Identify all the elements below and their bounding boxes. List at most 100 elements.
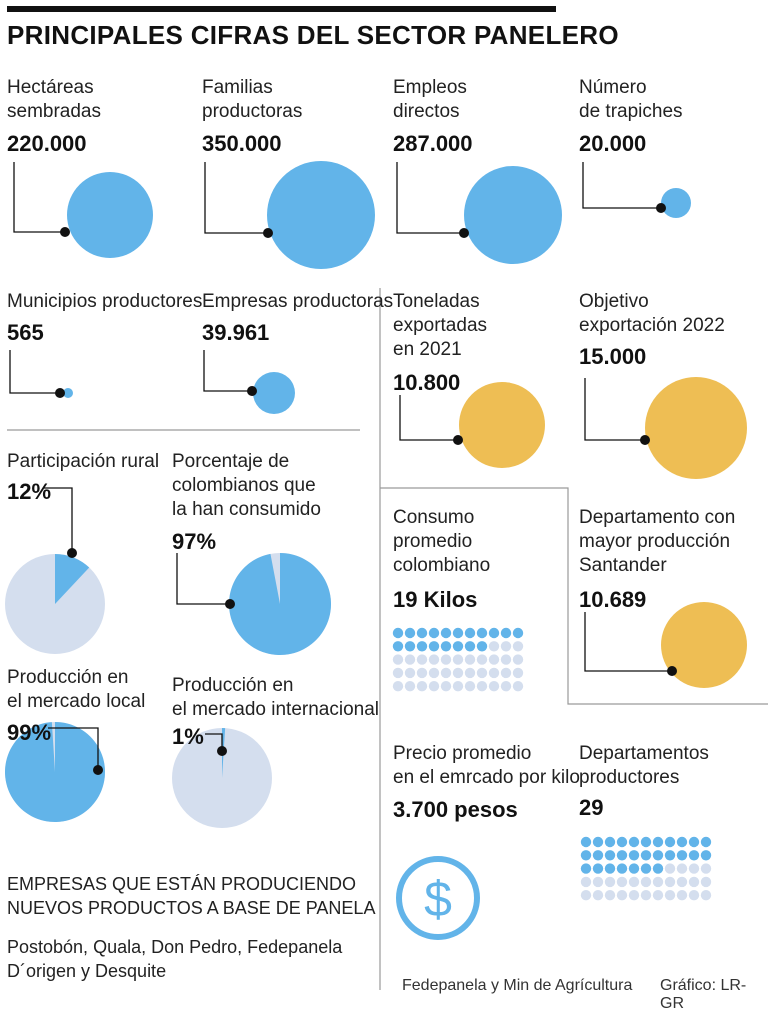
dot-hectareas (60, 227, 70, 237)
consumo-dot-13 (416, 641, 428, 652)
consumo-dot-29 (476, 654, 488, 665)
consumo-dot-51 (476, 681, 488, 692)
dot-empresas (247, 386, 257, 396)
stat-label-trapiches: Número de trapiches (579, 77, 683, 122)
consumo-dot-33 (392, 667, 404, 679)
circle-empresas (253, 372, 295, 414)
consumo-dot-34 (404, 667, 416, 679)
consumo-dot-12 (404, 641, 416, 652)
stat-value-toneladas: 10.800 (393, 370, 461, 395)
departamentos-dot-53 (688, 890, 700, 901)
consumo-dot-44 (392, 681, 404, 692)
departamentos-dot-39 (652, 876, 664, 888)
stat-value-empresas: 39.961 (202, 320, 270, 345)
pie-dot-0 (67, 548, 77, 558)
stat-label-toneladas: Toneladas exportadas en 2021 (393, 291, 488, 360)
departamentos-productores-label: Departamentos productores (579, 743, 709, 788)
departamentos-dot-7 (664, 836, 676, 848)
stat-value-familias: 350.000 (202, 131, 282, 156)
departamentos-dot-42 (688, 876, 700, 888)
consumo-dot-32 (512, 654, 524, 665)
departamentos-dot-45 (592, 890, 604, 901)
departamentos-dot-21 (700, 850, 712, 861)
dot-departamento (667, 666, 677, 676)
circle-familias (267, 161, 375, 269)
consumo-dot-23 (404, 654, 416, 665)
consumo-dot-52 (488, 681, 500, 692)
consumo-value: 19 Kilos (393, 587, 478, 612)
departamentos-dot-27 (640, 863, 652, 874)
page-title: PRINCIPALES CIFRAS DEL SECTOR PANELERO (7, 20, 619, 50)
consumo-dot-39 (464, 667, 476, 679)
consumo-dot-45 (404, 681, 416, 692)
departamento-label: Departamento con mayor producción Santan… (579, 507, 736, 576)
consumo-dot-47 (428, 681, 440, 692)
consumo-dot-14 (428, 641, 440, 652)
departamento-value: 10.689 (579, 587, 647, 612)
departamentos-dot-32 (700, 863, 712, 874)
stat-value-hectareas: 220.000 (7, 131, 87, 156)
consumo-dot-10 (512, 627, 524, 639)
departamentos-dot-48 (628, 890, 640, 901)
consumo-dot-21 (512, 641, 524, 652)
leader-familias (204, 162, 268, 234)
departamentos-dot-15 (628, 850, 640, 861)
departamentos-dot-5 (640, 836, 652, 848)
consumo-dot-24 (416, 654, 428, 665)
source-note: Fedepanela y Min de Agrícultura (402, 977, 633, 994)
consumo-dot-38 (452, 667, 464, 679)
consumo-dot-27 (452, 654, 464, 665)
precio-label: Precio promedio en el emrcado por kilo (393, 743, 580, 788)
empresas-list: Postobón, Quala, Don Pedro, Fedepanela D… (7, 937, 343, 981)
consumo-dot-17 (464, 641, 476, 652)
dot-toneladas (453, 435, 463, 445)
pie-label-local: Producción en el mercado local (7, 667, 146, 712)
departamentos-dot-37 (628, 876, 640, 888)
departamentos-dot-0 (580, 836, 592, 848)
consumo-dot-18 (476, 641, 488, 652)
departamentos-dot-22 (580, 863, 592, 874)
consumo-dot-0 (392, 627, 404, 639)
consumo-dot-42 (500, 667, 512, 679)
stat-label-familias: Familias productoras (202, 77, 303, 122)
stat-value-municipios: 565 (7, 320, 44, 345)
pie-value-consumo: 97% (172, 529, 217, 554)
departamentos-productores-value: 29 (579, 795, 604, 820)
pie-slice-0 (55, 554, 90, 604)
leader-municipios (9, 350, 60, 394)
credit-note: Gráfico: LR-GR (660, 977, 747, 1012)
stat-label-empresas: Empresas productoras (202, 291, 394, 312)
departamentos-dot-40 (664, 876, 676, 888)
consumo-dot-16 (452, 641, 464, 652)
departamentos-dot-31 (688, 863, 700, 874)
departamentos-dot-46 (604, 890, 616, 901)
empresas-heading: EMPRESAS QUE ESTÁN PRODUCIENDO NUEVOS PR… (7, 874, 376, 918)
consumo-dot-22 (392, 654, 404, 665)
departamentos-dot-51 (664, 890, 676, 901)
pie-label-internacional: Producción en el mercado internacional (172, 675, 380, 720)
pie-dot-1 (225, 599, 235, 609)
top-rule (7, 6, 556, 12)
consumo-dot-19 (488, 641, 500, 652)
leader-empresas (203, 350, 252, 392)
departamentos-dot-10 (700, 836, 712, 848)
dot-municipios (55, 388, 65, 398)
pie-charts (5, 487, 331, 828)
departamentos-dot-28 (652, 863, 664, 874)
departamentos-dot-6 (652, 836, 664, 848)
departamentos-dot-52 (676, 890, 688, 901)
departamentos-dot-33 (580, 876, 592, 888)
consumo-dot-1 (404, 627, 416, 639)
circle-trapiches (661, 188, 691, 218)
stat-label-empleos: Empleos directos (393, 77, 467, 122)
departamentos-dot-18 (664, 850, 676, 861)
departamentos-dot-16 (640, 850, 652, 861)
stat-value-trapiches: 20.000 (579, 131, 647, 156)
consumo-dot-48 (440, 681, 452, 692)
dollar-icon: $ (396, 856, 480, 940)
departamentos-dot-8 (676, 836, 688, 848)
consumo-dot-53 (500, 681, 512, 692)
pie-leader-1 (176, 553, 230, 605)
stat-label-objetivo: Objetivo exportación 2022 (579, 291, 725, 336)
svg-text:$: $ (424, 871, 452, 927)
